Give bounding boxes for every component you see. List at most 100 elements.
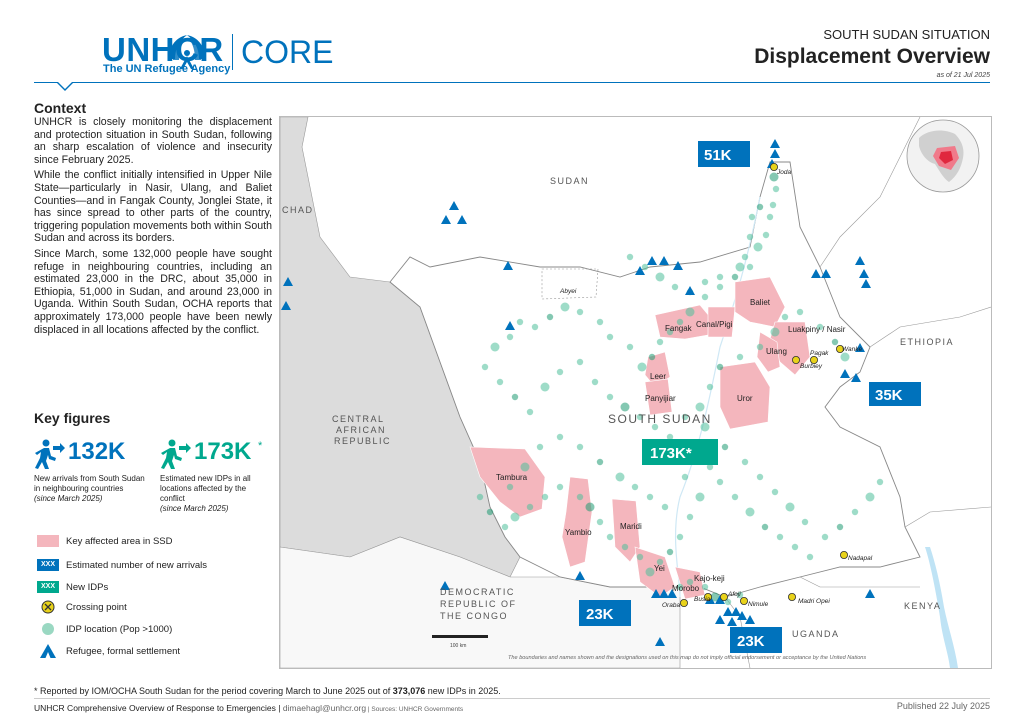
idp-location-dot	[501, 523, 509, 531]
label-car-1: CENTRAL	[332, 414, 385, 424]
idp-location-dot	[695, 402, 705, 412]
legend-crossing: Crossing point	[36, 600, 127, 614]
refugee-settlement-icon	[770, 139, 780, 148]
affected-maridi	[611, 498, 641, 563]
county-panyijiar: Panyijiar	[645, 394, 676, 403]
idps-description: Estimated new IDPs in all locations affe…	[160, 474, 270, 514]
footer-sources: | Sources: UNHCR Governments	[366, 706, 464, 713]
idp-location-dot	[656, 338, 664, 346]
idp-location-dot	[753, 242, 763, 252]
crossing-point-icon	[836, 344, 845, 353]
idp-location-dot	[701, 278, 709, 286]
county-tambura: Tambura	[496, 473, 528, 482]
county-kajokeji: Kajo-keji	[694, 574, 725, 583]
idp-location-dot	[676, 583, 684, 591]
idp-location-dot	[748, 213, 756, 221]
idp-location-dot	[648, 353, 656, 361]
label-south-sudan: SOUTH SUDAN	[608, 412, 712, 426]
idp-location-dot	[596, 458, 604, 466]
arrivals-note: (since March 2025)	[34, 494, 103, 503]
label-car-2: AFRICAN	[336, 425, 386, 435]
arrivals-description: New arrivals from South Sudan in neighbo…	[34, 474, 149, 504]
box-drc: 23K	[579, 600, 631, 626]
idp-location-dot	[641, 263, 649, 271]
label-car-3: REPUBLIC	[334, 436, 391, 446]
idp-location-dot	[771, 488, 779, 496]
idp-location-dot	[695, 492, 705, 502]
refugee-settlement-icon	[811, 269, 821, 278]
idp-location-dot	[606, 393, 614, 401]
crossing-point-icon	[739, 596, 748, 605]
cp-label-busia: Busia	[694, 596, 711, 603]
idp-location-dot	[700, 422, 710, 432]
legend-arrivals-label: Estimated number of new arrivals	[66, 559, 207, 571]
refugee-settlement-icon	[840, 369, 850, 378]
county-nasir: Luakpiny / Nasir	[788, 325, 846, 334]
legend-affected-swatch	[36, 534, 60, 548]
refugee-settlement-icon	[457, 215, 467, 224]
county-morobo: Morobo	[672, 584, 700, 593]
footer-email[interactable]: dimaehagl@unhcr.org	[282, 703, 367, 713]
refugee-settlement-icon	[715, 615, 725, 624]
idp-location-dot	[731, 493, 739, 501]
idp-location-dot	[821, 533, 829, 541]
idp-location-dot	[716, 273, 724, 281]
idp-location-dot	[516, 318, 524, 326]
idp-location-dot	[724, 598, 732, 606]
refugee-settlement-icon	[731, 607, 741, 616]
legend-idp-location: IDP location (Pop >1000)	[36, 622, 172, 636]
idp-location-dot	[731, 273, 739, 281]
legend-refugee: Refugee, formal settlement	[36, 644, 180, 658]
crossing-point-icon	[679, 598, 688, 607]
idp-location-dot	[685, 307, 695, 317]
idp-location-dot	[840, 352, 850, 362]
map-disclaimer: The boundaries and names shown and the d…	[508, 655, 867, 661]
header-rule	[34, 82, 990, 83]
idp-location-dot	[636, 553, 644, 561]
idp-location-dot	[836, 523, 844, 531]
idp-location-dot	[620, 402, 630, 412]
idp-location-dot	[655, 272, 665, 282]
logo-subtitle: The UN Refugee Agency	[103, 63, 231, 75]
idp-location-dot	[831, 338, 839, 346]
box-sudan: 51K	[698, 141, 750, 167]
refugee-settlement-icon	[36, 644, 60, 658]
idps-footnote-star: *	[258, 440, 263, 452]
affected-panyijiar	[644, 378, 673, 416]
idp-location-dot	[746, 233, 754, 241]
idp-location-dot	[876, 478, 884, 486]
refugee-settlement-icon	[659, 256, 669, 265]
kenya-border	[904, 506, 992, 528]
idp-location-dot	[531, 323, 539, 331]
refugee-settlement-icon	[651, 589, 661, 598]
idp-location-dot	[591, 378, 599, 386]
idp-location-dot	[865, 492, 875, 502]
county-uror: Uror	[737, 394, 753, 403]
label-sudan: SUDAN	[550, 176, 589, 186]
refugee-settlement-icon	[821, 269, 831, 278]
cp-label-wanke: Wanke	[842, 346, 862, 353]
county-leer: Leer	[650, 372, 666, 381]
legend-arrivals: XXX Estimated number of new arrivals	[36, 558, 207, 572]
idp-location-dot	[666, 433, 674, 441]
idp-location-dot	[785, 502, 795, 512]
footnote-value: 373,076	[392, 686, 426, 696]
logo-text: UNHCR	[102, 31, 224, 68]
label-drc-3: THE CONGO	[440, 611, 508, 621]
idp-location-dot	[686, 513, 694, 521]
refugee-settlement-icon	[647, 256, 657, 265]
cp-label-oraba: Oraba	[662, 602, 680, 609]
idp-location-dot	[626, 343, 634, 351]
affected-canal-pigi	[707, 306, 736, 338]
crossing-point-icon	[840, 550, 849, 559]
idp-location-dot	[490, 342, 500, 352]
context-text: UNHCR is closely monitoring the displace…	[34, 116, 272, 339]
idp-location-dot	[510, 512, 520, 522]
legend-arrivals-swatch: XXX	[36, 558, 60, 572]
cp-label-madri-opei: Madri Opei	[798, 598, 830, 605]
idp-location-dot	[791, 543, 799, 551]
idp-location-dot	[637, 362, 647, 372]
label-kenya: KENYA	[904, 601, 941, 611]
idp-location-dot	[801, 518, 809, 526]
refugee-settlement-icon	[503, 261, 513, 270]
